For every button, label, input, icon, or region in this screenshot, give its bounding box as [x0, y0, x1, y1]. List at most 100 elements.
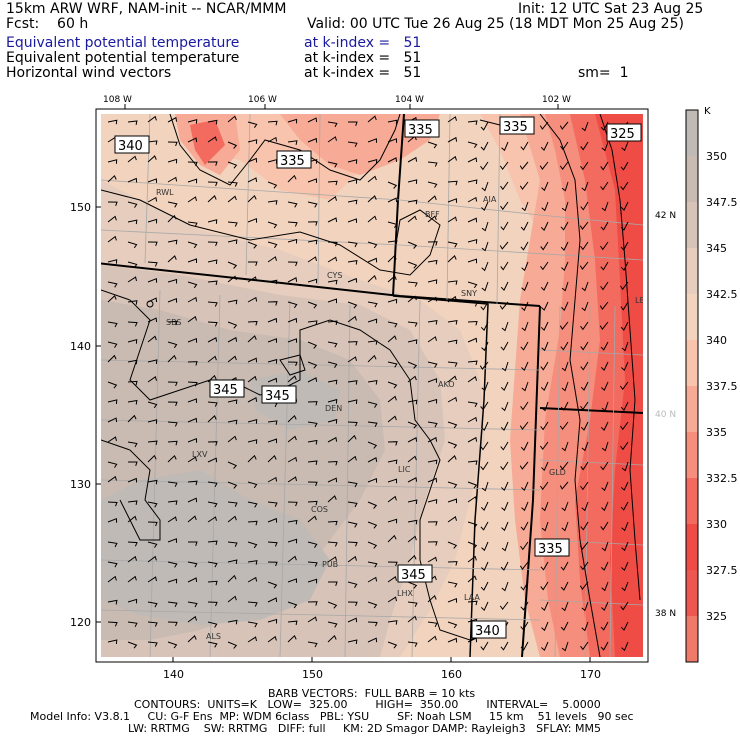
wind-barb — [601, 401, 609, 412]
wind-barb — [307, 601, 318, 606]
wind-barb — [541, 461, 549, 472]
wind-barb — [107, 475, 117, 483]
wind-barb — [407, 295, 417, 303]
theta-e-contours — [101, 114, 641, 657]
wind-barb — [467, 301, 478, 307]
colorbar-swatch — [686, 616, 698, 663]
wind-barb — [447, 361, 458, 367]
wind-barb — [147, 218, 158, 224]
wind-barb — [107, 119, 118, 125]
wind-barb — [247, 375, 257, 383]
lat-labels: 42 N 40 N 38 N — [655, 211, 676, 619]
wind-barb — [187, 296, 198, 303]
station-sbs: SBS — [166, 318, 182, 327]
wind-barb — [307, 641, 318, 648]
wind-barb — [347, 399, 358, 404]
wind-barb — [540, 281, 549, 291]
wind-barb — [267, 120, 278, 126]
wind-barb — [621, 361, 629, 372]
colorbar-swatch — [686, 110, 698, 157]
wind-barb — [447, 198, 457, 203]
wind-barb — [579, 221, 589, 230]
wind-barb — [287, 118, 298, 124]
wind-barb — [367, 159, 378, 164]
wind-barb — [467, 375, 477, 383]
wind-barb — [327, 495, 337, 503]
wind-barb — [407, 581, 418, 589]
wind-barb — [287, 301, 298, 309]
wind-barb — [367, 541, 378, 549]
wind-barb — [187, 561, 198, 568]
wind-barb — [127, 641, 138, 649]
wind-barb — [327, 436, 338, 443]
wind-barb — [207, 601, 218, 607]
wind-barb — [520, 601, 529, 611]
wind-barb — [167, 176, 178, 183]
wind-barb — [167, 297, 178, 303]
wind-barb — [147, 521, 158, 527]
wind-barb — [127, 575, 137, 583]
wind-barb — [407, 361, 418, 369]
wind-barb — [541, 601, 549, 612]
wind-barb — [287, 555, 297, 563]
lat-40n: 40 N — [655, 410, 676, 420]
wind-barb — [107, 501, 118, 507]
wind-barb — [207, 641, 218, 648]
x-tick-140: 140 — [163, 668, 184, 681]
wind-barb — [561, 201, 569, 212]
wind-barb — [621, 561, 629, 572]
wind-barb — [247, 121, 258, 128]
wind-barb — [427, 215, 437, 223]
wind-barb — [621, 461, 629, 472]
station-sny: SNY — [461, 289, 477, 298]
wind-barb — [541, 501, 549, 512]
wind-barb — [307, 320, 318, 325]
wind-barb — [327, 180, 338, 186]
colorbar-label: 325 — [706, 610, 727, 623]
wind-barb — [600, 341, 609, 351]
wind-barb — [541, 341, 549, 352]
wind-barb — [519, 161, 529, 170]
wind-barb — [267, 635, 277, 643]
wind-barb — [107, 259, 118, 264]
station-rwl: RWL — [156, 188, 174, 197]
wind-barb — [147, 621, 158, 627]
wind-barb — [167, 381, 178, 387]
wind-barb — [167, 561, 178, 568]
wind-barb — [480, 521, 489, 531]
wind-barb — [620, 601, 629, 611]
y-tick-120: 120 — [70, 616, 91, 629]
wind-barb — [519, 561, 529, 570]
wind-barb — [579, 261, 589, 270]
wind-barb — [481, 561, 489, 572]
wind-barb — [601, 201, 609, 212]
wind-barb — [520, 581, 529, 591]
wind-barb — [427, 477, 438, 483]
svg-text:335: 335 — [503, 120, 528, 135]
wind-barb — [407, 321, 418, 327]
wind-barb — [580, 481, 589, 491]
colorbar-swatch — [686, 432, 698, 479]
wind-barb — [467, 436, 478, 443]
wind-barb — [387, 495, 397, 503]
wind-barb — [207, 561, 218, 568]
station-laa: LAA — [464, 593, 480, 602]
wind-barb — [307, 178, 317, 183]
wind-barb — [467, 521, 478, 529]
wind-barb — [387, 321, 398, 328]
station-den: DEN — [325, 404, 342, 413]
wind-barb — [540, 221, 549, 231]
wind-barb — [580, 361, 589, 371]
wind-barb — [447, 481, 458, 489]
wind-barb — [347, 241, 358, 248]
wind-barb — [207, 301, 218, 307]
wind-barb — [167, 454, 177, 463]
wind-barb — [519, 421, 529, 430]
wind-barb — [167, 354, 177, 363]
wind-barb — [580, 401, 589, 411]
wind-barb — [621, 521, 629, 532]
wind-barb — [267, 136, 278, 143]
wind-barb — [561, 281, 569, 292]
wind-barb — [267, 338, 277, 343]
wind-barb — [561, 521, 569, 532]
